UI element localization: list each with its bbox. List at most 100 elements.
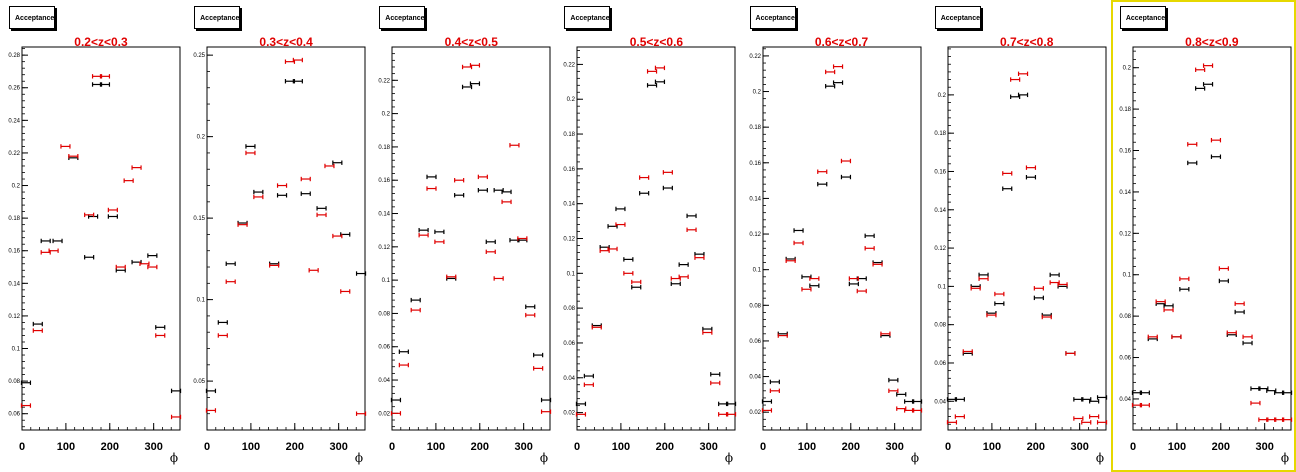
data-point-black bbox=[434, 229, 445, 235]
data-point-red bbox=[525, 312, 536, 318]
data-point-black bbox=[418, 227, 429, 233]
y-tick-label: 0.2 bbox=[1122, 66, 1131, 72]
chart-pad-5[interactable]: Acceptance 0.6<z<0.7 0.02 0.04 0.06 0.08 0.1 0.… bbox=[741, 0, 926, 472]
data-point-red bbox=[48, 248, 59, 253]
data-point-black bbox=[954, 397, 965, 402]
data-point-black bbox=[399, 349, 410, 354]
y-tick-label: 0.06 bbox=[8, 412, 20, 418]
data-point-red bbox=[478, 174, 489, 180]
data-point-red bbox=[871, 262, 883, 267]
data-point-black bbox=[525, 304, 536, 309]
y-tick-label: 0.28 bbox=[8, 53, 20, 59]
y-tick-label: 0.2 bbox=[937, 93, 946, 99]
y-tick-label: 0.14 bbox=[564, 202, 576, 208]
x-tick-label: 300 bbox=[700, 441, 718, 453]
data-point-black bbox=[1163, 303, 1174, 308]
data-point-black bbox=[1210, 154, 1221, 159]
data-point-red bbox=[887, 388, 898, 394]
data-point-red bbox=[115, 264, 126, 270]
data-point-black bbox=[864, 233, 875, 239]
y-tick-label: 0.16 bbox=[8, 249, 20, 255]
y-tick-label: 0.22 bbox=[379, 78, 391, 84]
chart-pad-3[interactable]: Acceptance 0.4<z<0.5 0.02 0.04 0.06 0.08 0.1 0.… bbox=[370, 0, 555, 472]
data-point-black bbox=[470, 81, 481, 86]
chart-pad-1[interactable]: Acceptance 0.2<z<0.3 0.06 0.08 0.1 0.12 0.14 0.… bbox=[0, 0, 185, 472]
data-point-red bbox=[1072, 416, 1084, 421]
data-point-red bbox=[639, 175, 650, 180]
data-point-red bbox=[277, 183, 288, 188]
chart-pad-6[interactable]: Acceptance 0.7<z<0.8 0.04 0.06 0.08 0.1 0.12 0.… bbox=[926, 0, 1111, 472]
data-point-red bbox=[356, 411, 367, 416]
data-point-red bbox=[107, 207, 118, 213]
data-point-red bbox=[978, 276, 989, 281]
data-point-red bbox=[1033, 286, 1044, 291]
data-point-black bbox=[631, 285, 642, 290]
chart-title: 0.2<z<0.3 bbox=[74, 35, 128, 49]
data-point-red bbox=[726, 412, 737, 417]
data-point-red bbox=[308, 268, 319, 273]
chart-plot-area: 0.02 0.04 0.06 0.08 0.1 0.12 0.14 0.16 0.18 0.2 0.… bbox=[564, 46, 737, 465]
data-point-red bbox=[856, 288, 867, 294]
data-point-red bbox=[678, 274, 690, 279]
data-point-black bbox=[292, 79, 304, 84]
y-tick-label: 0.2 bbox=[567, 97, 576, 103]
y-tick-label: 0.2 bbox=[197, 135, 206, 141]
data-point-red bbox=[501, 199, 512, 205]
data-point-red bbox=[170, 414, 182, 420]
x-tick-label: 300 bbox=[515, 441, 533, 453]
data-point-black bbox=[1017, 92, 1028, 98]
acceptance-label-box: Acceptance bbox=[379, 6, 426, 29]
data-point-black bbox=[245, 144, 256, 149]
y-tick-label: 0.04 bbox=[564, 376, 576, 382]
y-tick-label: 0.04 bbox=[749, 375, 761, 381]
data-point-red bbox=[792, 240, 804, 246]
data-point-red bbox=[824, 69, 835, 75]
y-tick-label: 0.26 bbox=[8, 86, 20, 92]
data-point-red bbox=[1057, 282, 1068, 287]
y-tick-label: 0.1 bbox=[1122, 273, 1131, 279]
chart-pad-2[interactable]: Acceptance 0.3<z<0.4 0.05 0.1 0.15 0.2 0.25 0 10… bbox=[185, 0, 370, 472]
y-tick-label: 0.08 bbox=[564, 306, 576, 312]
y-tick-label: 0.1 bbox=[567, 271, 576, 277]
y-tick-label: 0.12 bbox=[564, 237, 576, 243]
y-tick-label: 0.1 bbox=[752, 268, 761, 274]
chart-pad-4[interactable]: Acceptance 0.5<z<0.6 0.02 0.04 0.06 0.08 0.1 0.… bbox=[555, 0, 740, 472]
data-point-red bbox=[946, 420, 957, 425]
x-tick-label: 300 bbox=[1255, 441, 1273, 453]
data-point-red bbox=[131, 165, 142, 170]
x-tick-label: 100 bbox=[242, 441, 260, 453]
data-point-black bbox=[147, 253, 158, 258]
x-axis-label: ϕ bbox=[170, 451, 178, 465]
data-point-red bbox=[1218, 266, 1229, 271]
data-point-black bbox=[1242, 340, 1253, 346]
data-point-black bbox=[1202, 82, 1213, 87]
chart-title: 0.8<z<0.9 bbox=[1185, 35, 1239, 49]
data-point-red bbox=[694, 255, 705, 260]
x-tick-label: 100 bbox=[57, 441, 75, 453]
data-point-black bbox=[623, 257, 634, 262]
data-point-black bbox=[663, 185, 674, 191]
data-point-red bbox=[592, 325, 603, 330]
acceptance-label-box: Acceptance bbox=[1119, 6, 1166, 29]
y-tick-label: 0.16 bbox=[379, 178, 391, 184]
chart-pad-7[interactable]: Acceptance 0.8<z<0.9 0.04 0.06 0.08 0.1 0.12 0.… bbox=[1110, 0, 1296, 472]
data-point-red bbox=[986, 312, 997, 318]
x-tick-label: 0 bbox=[204, 441, 210, 453]
y-tick-label: 0.18 bbox=[379, 145, 391, 151]
data-point-red bbox=[316, 212, 327, 218]
data-point-red bbox=[99, 74, 111, 79]
data-point-black bbox=[911, 399, 922, 404]
y-tick-label: 0.02 bbox=[379, 411, 391, 417]
data-point-red bbox=[1155, 299, 1166, 304]
y-tick-label: 0.2 bbox=[382, 112, 391, 118]
y-tick-label: 0.14 bbox=[379, 212, 391, 218]
data-point-black bbox=[1281, 390, 1292, 395]
data-point-red bbox=[1210, 137, 1221, 143]
data-point-black bbox=[655, 79, 666, 85]
data-point-black bbox=[478, 188, 489, 193]
data-point-red bbox=[1250, 400, 1261, 406]
data-point-red bbox=[647, 69, 658, 74]
data-point-black bbox=[1088, 399, 1099, 404]
y-tick-label: 0.02 bbox=[564, 411, 576, 417]
plot-frame bbox=[206, 46, 366, 431]
